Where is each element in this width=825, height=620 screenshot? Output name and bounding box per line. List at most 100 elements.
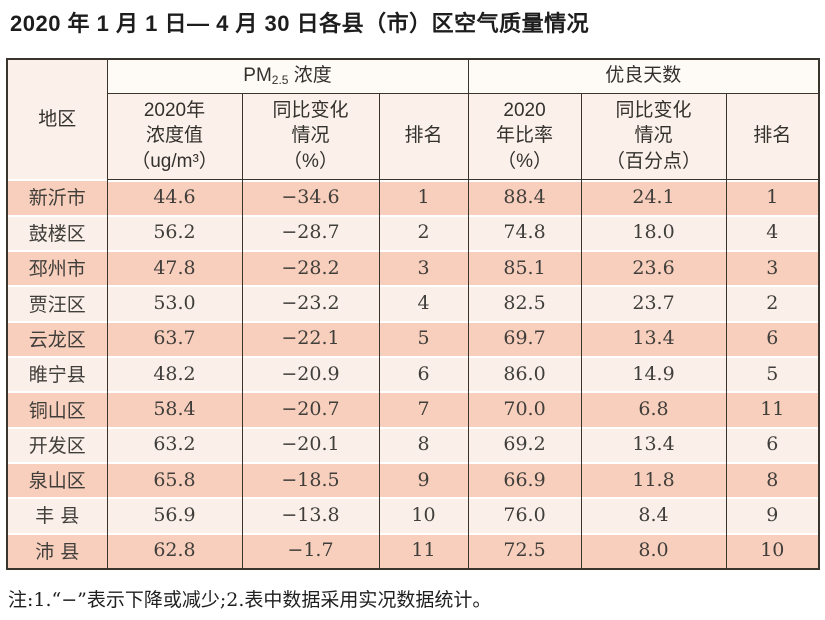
pm-rank-cell: 8 [378, 426, 469, 462]
pm-value-cell: 44.6 [106, 179, 243, 215]
table-row: 睢宁县 48.2 −20.9 6 86.0 14.9 5 [6, 356, 820, 392]
col-header-pm-change: 同比变化 情况 （%） [241, 93, 380, 180]
region-cell: 开发区 [6, 426, 108, 462]
table-row: 新沂市 44.6 −34.6 1 88.4 24.1 1 [6, 179, 820, 215]
good-change-cell: 23.7 [580, 285, 727, 321]
good-rank-cell: 1 [725, 179, 820, 215]
good-change-cell: 13.4 [580, 426, 727, 462]
good-rate-cell: 70.0 [467, 391, 582, 427]
pm-change-cell: −1.7 [241, 532, 380, 569]
good-change-cell: 23.6 [580, 250, 727, 286]
table-row: 开发区 63.2 −20.1 8 69.2 13.4 6 [6, 426, 820, 462]
good-rate-cell: 69.7 [467, 320, 582, 357]
col-header-pm-rank: 排名 [378, 93, 469, 180]
pm-rank-cell: 2 [378, 214, 469, 251]
good-rank-cell: 11 [725, 391, 820, 427]
pm25-subscript: 2.5 [271, 73, 289, 88]
pm-value-cell: 65.8 [106, 462, 243, 498]
pm-value-cell: 62.8 [106, 532, 243, 569]
pm-change-cell: −20.9 [241, 356, 380, 392]
good-change-cell: 11.8 [580, 462, 727, 498]
region-cell: 沛 县 [6, 532, 108, 569]
pm-rank-cell: 4 [378, 285, 469, 321]
good-rate-cell: 76.0 [467, 497, 582, 533]
good-change-cell: 13.4 [580, 320, 727, 357]
pm-value-cell: 63.2 [106, 426, 243, 462]
good-rank-cell: 5 [725, 356, 820, 392]
table-row: 泉山区 65.8 −18.5 9 66.9 11.8 8 [6, 462, 820, 498]
pm-rank-cell: 11 [378, 532, 469, 569]
pm-rank-cell: 10 [378, 497, 469, 533]
region-cell: 睢宁县 [6, 356, 108, 392]
pm-value-cell: 58.4 [106, 391, 243, 427]
pm-value-cell: 53.0 [106, 285, 243, 321]
pm-rank-cell: 1 [378, 179, 469, 215]
region-cell: 新沂市 [6, 179, 108, 215]
good-rate-cell: 74.8 [467, 214, 582, 251]
good-rate-cell: 82.5 [467, 285, 582, 321]
pm-change-cell: −28.7 [241, 214, 380, 251]
col-group-good-days: 优良天数 [467, 59, 820, 94]
good-rank-cell: 10 [725, 532, 820, 569]
pm25-suffix: 浓度 [288, 65, 332, 87]
good-rank-cell: 9 [725, 497, 820, 533]
region-cell: 泉山区 [6, 462, 108, 498]
good-rate-cell: 85.1 [467, 250, 582, 286]
table-row: 丰 县 56.9 −13.8 10 76.0 8.4 9 [6, 497, 820, 533]
good-rate-cell: 69.2 [467, 426, 582, 462]
region-cell: 贾汪区 [6, 285, 108, 321]
pm-value-cell: 47.8 [106, 250, 243, 286]
good-change-cell: 8.4 [580, 497, 727, 533]
air-quality-table: 地区 PM2.5 浓度 优良天数 2020年 浓度值 （ug/m³） 同比变化 … [6, 58, 821, 570]
good-rank-cell: 6 [725, 426, 820, 462]
good-rate-cell: 72.5 [467, 532, 582, 569]
good-rate-cell: 86.0 [467, 356, 582, 392]
col-header-good-rate: 2020 年比率 （%） [467, 93, 582, 180]
table-row: 沛 县 62.8 −1.7 11 72.5 8.0 10 [6, 532, 820, 569]
good-change-cell: 8.0 [580, 532, 727, 569]
good-rank-cell: 8 [725, 462, 820, 498]
pm-rank-cell: 5 [378, 320, 469, 357]
region-cell: 铜山区 [6, 391, 108, 427]
table-row: 云龙区 63.7 −22.1 5 69.7 13.4 6 [6, 320, 820, 357]
good-change-cell: 14.9 [580, 356, 727, 392]
table-row: 贾汪区 53.0 −23.2 4 82.5 23.7 2 [6, 285, 820, 321]
good-rate-cell: 66.9 [467, 462, 582, 498]
good-change-cell: 24.1 [580, 179, 727, 215]
pm-change-cell: −23.2 [241, 285, 380, 321]
col-header-good-rank: 排名 [725, 93, 820, 180]
good-rate-cell: 88.4 [467, 179, 582, 215]
col-header-region: 地区 [6, 59, 108, 179]
pm-value-cell: 56.9 [106, 497, 243, 533]
col-group-pm25: PM2.5 浓度 [106, 59, 469, 94]
table-row: 鼓楼区 56.2 −28.7 2 74.8 18.0 4 [6, 214, 820, 251]
pm-value-cell: 48.2 [106, 356, 243, 392]
pm-change-cell: −18.5 [241, 462, 380, 498]
footnote: 注:1.“−”表示下降或减少;2.表中数据采用实况数据统计。 [8, 589, 492, 611]
region-cell: 云龙区 [6, 320, 108, 357]
good-rank-cell: 2 [725, 285, 820, 321]
good-change-cell: 6.8 [580, 391, 727, 427]
region-cell: 鼓楼区 [6, 214, 108, 251]
pm-change-cell: −20.7 [241, 391, 380, 427]
good-rank-cell: 4 [725, 214, 820, 251]
region-cell: 邳州市 [6, 250, 108, 286]
table-row: 铜山区 58.4 −20.7 7 70.0 6.8 11 [6, 391, 820, 427]
pm-rank-cell: 9 [378, 462, 469, 498]
good-rank-cell: 3 [725, 250, 820, 286]
pm-value-cell: 56.2 [106, 214, 243, 251]
region-cell: 丰 县 [6, 497, 108, 533]
pm-value-cell: 63.7 [106, 320, 243, 357]
pm25-prefix: PM [243, 65, 272, 87]
pm-change-cell: −28.2 [241, 250, 380, 286]
pm-rank-cell: 6 [378, 356, 469, 392]
pm-change-cell: −22.1 [241, 320, 380, 357]
col-header-good-change: 同比变化 情况 （百分点） [580, 93, 727, 180]
good-change-cell: 18.0 [580, 214, 727, 251]
pm-change-cell: −34.6 [241, 179, 380, 215]
col-header-pm-value: 2020年 浓度值 （ug/m³） [106, 93, 243, 180]
pm-rank-cell: 3 [378, 250, 469, 286]
pm-change-cell: −20.1 [241, 426, 380, 462]
pm-change-cell: −13.8 [241, 497, 380, 533]
page-title: 2020 年 1 月 1 日— 4 月 30 日各县（市）区空气质量情况 [10, 11, 590, 36]
